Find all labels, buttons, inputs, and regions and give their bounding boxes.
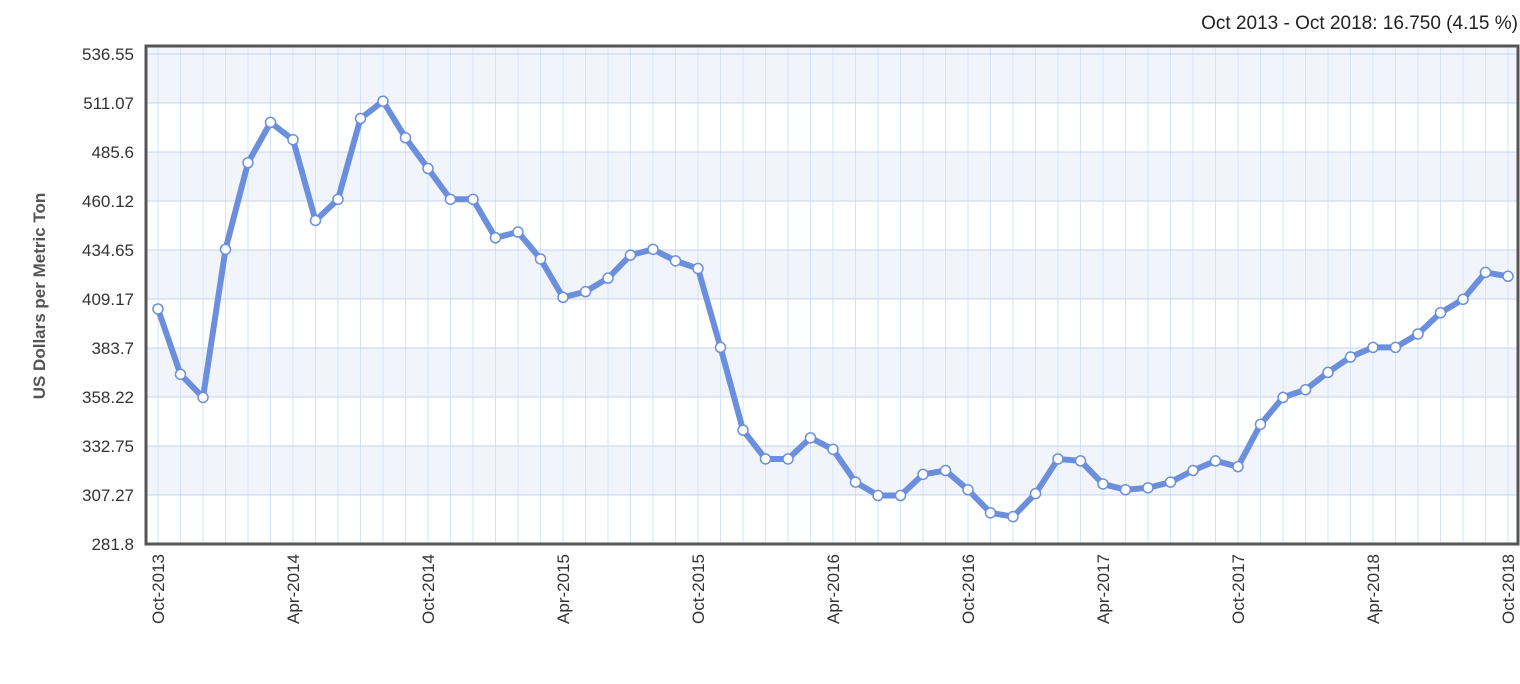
y-tick-label: 485.6: [91, 143, 134, 162]
plot-band: [146, 54, 1518, 104]
y-axis: 536.55 511.07 485.6 460.12 434.65 409.17 383.7…: [82, 45, 134, 554]
data-point: [557, 291, 569, 304]
data-point: [1479, 266, 1492, 279]
data-point: [489, 232, 502, 244]
data-point: [512, 226, 524, 238]
data-point: [962, 484, 974, 496]
data-point: [219, 243, 232, 256]
data-point: [444, 193, 457, 206]
data-point: [152, 303, 164, 315]
data-point: [1299, 383, 1312, 396]
data-point: [332, 193, 344, 206]
data-point: [377, 95, 389, 107]
y-tick-label: 536.55: [82, 45, 134, 64]
series-points: [152, 95, 1514, 523]
data-point: [602, 272, 614, 284]
y-tick-label: 409.17: [82, 290, 134, 309]
data-point: [1412, 328, 1424, 340]
data-point: [1187, 464, 1199, 477]
data-point: [1457, 293, 1469, 306]
data-point: [242, 157, 254, 169]
data-point: [309, 214, 322, 227]
data-point: [1097, 478, 1109, 490]
y-axis-title: US Dollars per Metric Ton: [30, 193, 49, 400]
x-tick-label: Oct-2013: [149, 554, 168, 624]
change-summary: Oct 2013 - Oct 2018: 16.750 (4.15 %): [1201, 13, 1518, 34]
x-tick-label: Oct-2014: [419, 554, 438, 624]
data-point: [827, 443, 839, 456]
vertical-gridlines: [157, 46, 1509, 544]
data-point: [849, 476, 862, 488]
x-tick-label: Oct-2017: [1229, 554, 1248, 624]
data-point: [872, 489, 884, 502]
data-point: [534, 253, 547, 265]
data-point: [1232, 460, 1244, 473]
data-point: [1052, 453, 1064, 465]
data-point: [579, 285, 592, 298]
data-point: [1344, 351, 1357, 363]
x-tick-label: Oct-2018: [1499, 554, 1518, 624]
y-tick-label: 383.7: [91, 339, 134, 358]
data-point: [737, 424, 749, 436]
data-point: [287, 133, 299, 146]
data-point: [917, 468, 929, 481]
data-point: [647, 243, 659, 256]
plot-border: [144, 44, 1520, 546]
data-point: [1502, 270, 1514, 283]
y-tick-label: 332.75: [82, 437, 134, 456]
data-point: [1254, 418, 1267, 431]
plot-bands: [146, 46, 1518, 544]
plot-band: [146, 46, 1518, 54]
x-tick-label: Apr-2015: [554, 554, 573, 624]
plot-band: [146, 348, 1518, 398]
data-point: [399, 132, 412, 144]
data-point: [1209, 455, 1222, 467]
y-tick-label: 460.12: [82, 192, 134, 211]
data-point: [782, 453, 794, 465]
x-tick-label: Apr-2016: [824, 554, 843, 624]
x-tick-label: Apr-2017: [1094, 554, 1113, 624]
data-point: [624, 249, 637, 261]
data-point: [467, 193, 479, 206]
y-tick-label: 434.65: [82, 241, 134, 260]
data-point: [669, 255, 682, 267]
data-point: [1164, 476, 1177, 488]
data-point: [1389, 341, 1402, 354]
data-point: [714, 341, 727, 354]
x-tick-label: Oct-2015: [689, 554, 708, 624]
data-point: [1322, 366, 1334, 379]
data-point: [1119, 484, 1132, 496]
plot-band: [146, 152, 1518, 202]
data-point: [422, 162, 434, 175]
data-point: [759, 453, 772, 465]
data-point: [264, 116, 277, 129]
plot-band: [146, 250, 1518, 300]
data-point: [1074, 455, 1087, 467]
y-tick-label: 281.8: [91, 535, 134, 554]
data-point: [1007, 510, 1019, 523]
data-point: [1029, 487, 1042, 500]
x-axis: Oct-2013 Apr-2014 Oct-2014 Apr-2015 Oct-2015…: [149, 554, 1518, 624]
data-point: [174, 368, 187, 381]
x-tick-label: Oct-2016: [959, 554, 978, 624]
data-point: [984, 507, 997, 519]
data-point: [804, 432, 817, 444]
data-point: [894, 489, 907, 502]
y-tick-label: 358.22: [82, 388, 134, 407]
data-point: [1277, 391, 1289, 404]
data-point: [197, 391, 209, 404]
data-point: [692, 262, 704, 275]
x-tick-label: Apr-2014: [284, 554, 303, 624]
data-point: [1367, 341, 1379, 354]
y-tick-label: 307.27: [82, 486, 134, 505]
x-tick-label: Apr-2018: [1364, 554, 1383, 624]
data-point: [354, 112, 367, 125]
y-tick-label: 511.07: [83, 94, 134, 113]
data-point: [1142, 482, 1154, 494]
data-point: [939, 464, 952, 477]
data-point: [1434, 307, 1447, 319]
